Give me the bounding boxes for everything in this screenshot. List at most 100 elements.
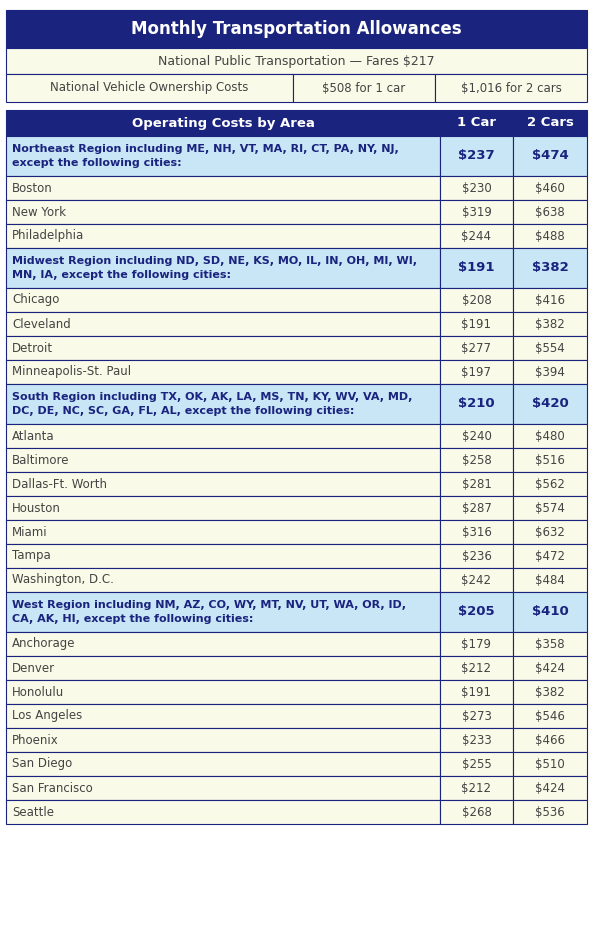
Text: Miami: Miami xyxy=(12,526,47,539)
Text: $460: $460 xyxy=(535,181,565,194)
Bar xyxy=(440,472,513,496)
Text: New York: New York xyxy=(12,205,66,219)
Text: $179: $179 xyxy=(461,638,492,650)
Text: $230: $230 xyxy=(461,181,492,194)
Text: $554: $554 xyxy=(535,342,565,355)
Text: $488: $488 xyxy=(535,230,565,243)
Bar xyxy=(513,248,587,288)
Bar xyxy=(6,74,293,102)
Text: Boston: Boston xyxy=(12,181,53,194)
Bar xyxy=(440,680,513,704)
Bar xyxy=(6,728,440,752)
Text: Denver: Denver xyxy=(12,661,55,674)
Text: $212: $212 xyxy=(461,782,492,795)
Bar xyxy=(6,448,440,472)
Text: Houston: Houston xyxy=(12,502,61,515)
Text: $510: $510 xyxy=(535,757,565,771)
Text: San Diego: San Diego xyxy=(12,757,72,771)
Bar xyxy=(6,10,587,48)
Text: National Public Transportation — Fares $217: National Public Transportation — Fares $… xyxy=(158,54,435,67)
Bar xyxy=(440,632,513,656)
Bar xyxy=(513,496,587,520)
Bar xyxy=(513,472,587,496)
Bar xyxy=(6,496,440,520)
Bar xyxy=(513,224,587,248)
Bar xyxy=(440,110,513,136)
Bar xyxy=(440,200,513,224)
Text: $197: $197 xyxy=(461,365,492,378)
Text: except the following cities:: except the following cities: xyxy=(12,158,181,168)
Bar xyxy=(6,312,440,336)
Text: $420: $420 xyxy=(532,398,568,411)
Bar xyxy=(6,520,440,544)
Bar xyxy=(6,200,440,224)
Bar xyxy=(6,776,440,800)
Bar xyxy=(513,632,587,656)
Text: $316: $316 xyxy=(461,526,492,539)
Text: $424: $424 xyxy=(535,661,565,674)
Bar xyxy=(513,592,587,632)
Text: Philadelphia: Philadelphia xyxy=(12,230,84,243)
Bar xyxy=(6,136,440,176)
Text: $281: $281 xyxy=(461,477,492,490)
Text: $205: $205 xyxy=(458,605,495,618)
Text: $240: $240 xyxy=(461,430,492,443)
Bar xyxy=(6,176,440,200)
Bar xyxy=(440,448,513,472)
Text: Dallas-Ft. Worth: Dallas-Ft. Worth xyxy=(12,477,107,490)
Text: Phoenix: Phoenix xyxy=(12,733,59,746)
Text: South Region including TX, OK, AK, LA, MS, TN, KY, WV, VA, MD,: South Region including TX, OK, AK, LA, M… xyxy=(12,392,412,402)
Text: $268: $268 xyxy=(461,805,492,818)
Bar xyxy=(6,248,440,288)
Text: Tampa: Tampa xyxy=(12,549,51,562)
Bar xyxy=(6,424,440,448)
Text: $416: $416 xyxy=(535,293,565,306)
Bar xyxy=(6,544,440,568)
Text: Anchorage: Anchorage xyxy=(12,638,75,650)
Bar xyxy=(513,200,587,224)
Bar xyxy=(513,656,587,680)
Text: $212: $212 xyxy=(461,661,492,674)
Text: $1,016 for 2 cars: $1,016 for 2 cars xyxy=(461,81,562,94)
Text: $480: $480 xyxy=(535,430,565,443)
Bar xyxy=(440,592,513,632)
Text: Chicago: Chicago xyxy=(12,293,59,306)
Text: Honolulu: Honolulu xyxy=(12,686,64,699)
Bar xyxy=(440,800,513,824)
Bar xyxy=(513,312,587,336)
Bar xyxy=(440,312,513,336)
Bar xyxy=(513,136,587,176)
Text: $287: $287 xyxy=(461,502,492,515)
Text: $562: $562 xyxy=(535,477,565,490)
Bar xyxy=(435,74,587,102)
Text: Baltimore: Baltimore xyxy=(12,454,69,466)
Text: $424: $424 xyxy=(535,782,565,795)
Text: Operating Costs by Area: Operating Costs by Area xyxy=(132,117,314,130)
Text: $638: $638 xyxy=(535,205,565,219)
Bar xyxy=(440,496,513,520)
Bar xyxy=(513,800,587,824)
Text: $632: $632 xyxy=(535,526,565,539)
Bar xyxy=(6,472,440,496)
Text: Detroit: Detroit xyxy=(12,342,53,355)
Bar xyxy=(6,656,440,680)
Bar xyxy=(440,248,513,288)
Text: Midwest Region including ND, SD, NE, KS, MO, IL, IN, OH, MI, WI,: Midwest Region including ND, SD, NE, KS,… xyxy=(12,256,417,266)
Bar xyxy=(293,74,435,102)
Text: $277: $277 xyxy=(461,342,492,355)
Bar xyxy=(440,568,513,592)
Text: CA, AK, HI, except the following cities:: CA, AK, HI, except the following cities: xyxy=(12,615,253,624)
Text: West Region including NM, AZ, CO, WY, MT, NV, UT, WA, OR, ID,: West Region including NM, AZ, CO, WY, MT… xyxy=(12,600,406,610)
Bar xyxy=(513,424,587,448)
Text: $237: $237 xyxy=(458,149,495,163)
Text: $233: $233 xyxy=(461,733,492,746)
Text: Seattle: Seattle xyxy=(12,805,54,818)
Bar xyxy=(440,224,513,248)
Bar xyxy=(6,704,440,728)
Bar xyxy=(6,336,440,360)
Bar xyxy=(513,176,587,200)
Text: $358: $358 xyxy=(535,638,565,650)
Text: $508 for 1 car: $508 for 1 car xyxy=(323,81,406,94)
Bar xyxy=(6,592,440,632)
Bar xyxy=(513,728,587,752)
